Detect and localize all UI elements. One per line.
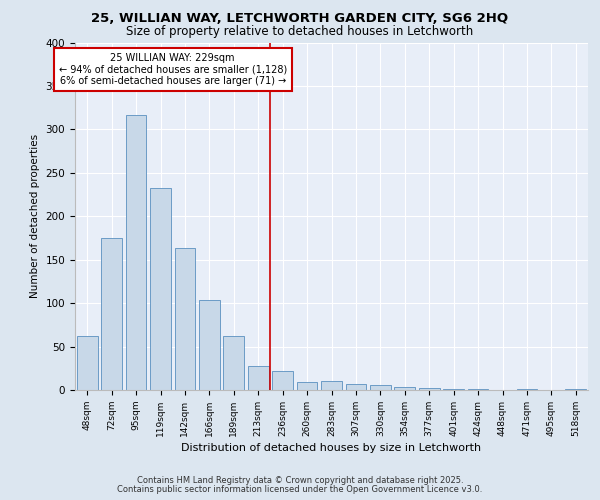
Y-axis label: Number of detached properties: Number of detached properties <box>30 134 40 298</box>
Bar <box>467 389 488 390</box>
Bar <box>370 385 391 390</box>
Bar <box>223 336 244 390</box>
Bar <box>296 382 317 390</box>
Bar <box>394 386 415 390</box>
Bar <box>419 388 440 390</box>
Bar <box>199 300 220 390</box>
Text: Size of property relative to detached houses in Letchworth: Size of property relative to detached ho… <box>127 25 473 38</box>
Bar <box>101 238 122 390</box>
Bar <box>77 336 98 390</box>
Bar <box>346 384 367 390</box>
Bar <box>175 248 196 390</box>
Bar <box>272 371 293 390</box>
Bar <box>248 366 269 390</box>
Text: 25 WILLIAN WAY: 229sqm
← 94% of detached houses are smaller (1,128)
6% of semi-d: 25 WILLIAN WAY: 229sqm ← 94% of detached… <box>59 53 287 86</box>
Text: Contains HM Land Registry data © Crown copyright and database right 2025.: Contains HM Land Registry data © Crown c… <box>137 476 463 485</box>
Bar <box>517 389 538 390</box>
Bar <box>125 114 146 390</box>
Bar <box>565 389 586 390</box>
Text: 25, WILLIAN WAY, LETCHWORTH GARDEN CITY, SG6 2HQ: 25, WILLIAN WAY, LETCHWORTH GARDEN CITY,… <box>91 12 509 26</box>
Bar <box>150 188 171 390</box>
X-axis label: Distribution of detached houses by size in Letchworth: Distribution of detached houses by size … <box>181 443 482 453</box>
Bar <box>443 389 464 390</box>
Text: Contains public sector information licensed under the Open Government Licence v3: Contains public sector information licen… <box>118 485 482 494</box>
Bar <box>321 382 342 390</box>
